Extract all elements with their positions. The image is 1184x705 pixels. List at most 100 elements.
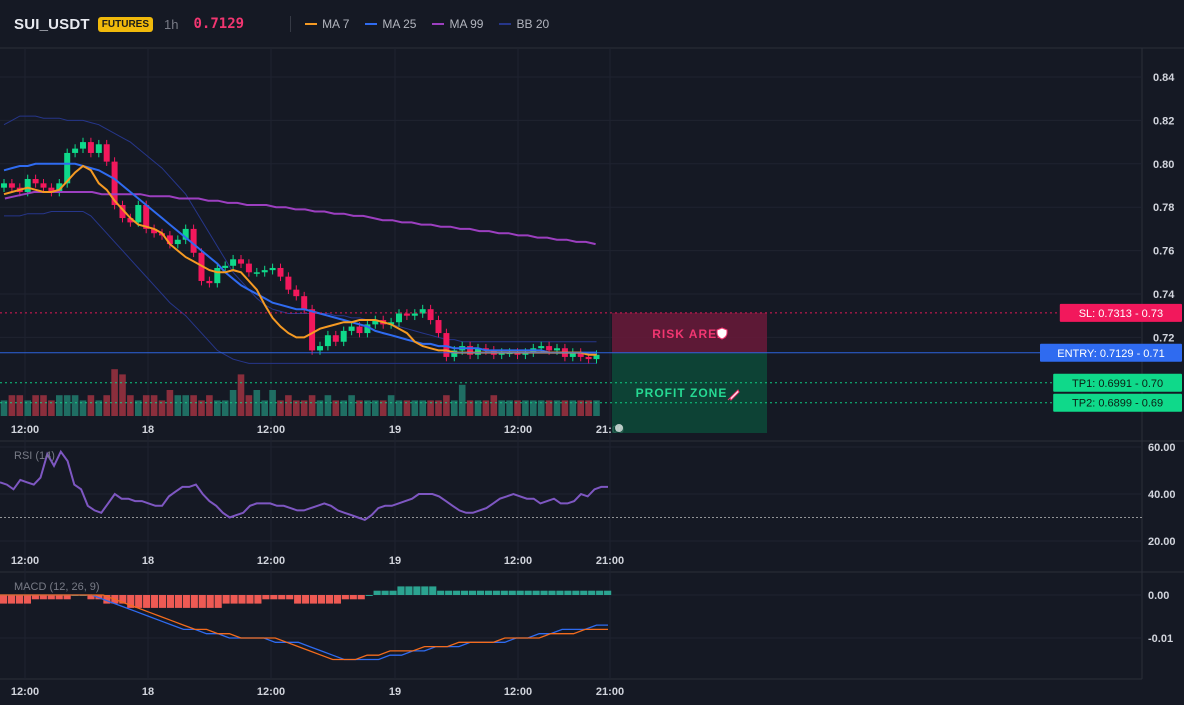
volume-bar [482, 400, 490, 416]
candle-body [593, 354, 600, 360]
volume-bar [514, 400, 521, 416]
candle-body [419, 309, 426, 314]
legend-bb20[interactable]: BB 20 [499, 17, 549, 31]
legend-bb20-label: BB 20 [516, 17, 550, 31]
candle-body [427, 309, 434, 321]
macd-histogram-bar [453, 590, 461, 595]
candle-body [40, 183, 47, 188]
candle-body [80, 142, 86, 149]
candle-body [396, 313, 402, 323]
time-tick-label: 18 [142, 555, 154, 567]
macd-histogram-bar [143, 595, 151, 608]
price-tick-label: 0.84 [1153, 72, 1175, 84]
candle-body [206, 280, 213, 284]
volume-bar [142, 395, 150, 416]
ma99-line [4, 191, 596, 246]
volume-bar [537, 400, 545, 416]
interval-label[interactable]: 1h [164, 16, 179, 32]
candle-body [546, 346, 553, 351]
profit-zone [612, 352, 767, 433]
candle-body [103, 144, 110, 162]
macd-histogram-bar [246, 595, 254, 604]
volume-bar [411, 400, 419, 416]
time-tick-label: 12:00 [11, 424, 39, 436]
time-tick-label: 12:00 [11, 686, 39, 698]
legend-ma99[interactable]: MA 99 [432, 17, 483, 31]
volume-bar [308, 395, 316, 416]
ma7-line [3, 164, 597, 356]
macd-histogram-bar [278, 595, 286, 600]
macd-histogram-bar [437, 590, 445, 595]
macd-histogram-bar [421, 586, 429, 595]
volume-bar [506, 400, 513, 416]
risk-area-label: RISK AREA [652, 327, 727, 341]
volume-bar [577, 400, 584, 416]
macd-histogram-bar [302, 595, 310, 604]
macd-histogram-bar [254, 595, 262, 604]
rocket-icon [727, 389, 740, 401]
volume-bar [545, 400, 553, 416]
candle-body [388, 322, 395, 325]
volume-bar [593, 400, 600, 416]
volume-bar [356, 400, 363, 416]
macd-histogram-bar [508, 590, 516, 595]
macd-title: MACD (12, 26, 9) [14, 581, 100, 593]
volume-bar [490, 395, 498, 416]
volume-bar [8, 395, 16, 416]
macd-histogram-bar [206, 595, 214, 608]
time-tick-label: 12:00 [257, 424, 285, 436]
rsi-line [0, 449, 608, 522]
level-tag-label: TP2: 0.6899 - 0.69 [1072, 398, 1163, 410]
ma25-line [3, 162, 597, 354]
candle-body [1, 183, 7, 188]
symbol-label[interactable]: SUI_USDT [14, 15, 90, 33]
time-tick-label: 18 [142, 686, 154, 698]
candle-body [332, 335, 339, 342]
macd-histogram-bar [230, 595, 238, 604]
candle-body [166, 235, 173, 245]
macd-histogram-bar [564, 590, 572, 595]
volume-bar [316, 400, 324, 416]
legend-ma25-label: MA 25 [382, 17, 417, 31]
price-tick-label: 0.80 [1153, 159, 1174, 171]
volume-bar [285, 395, 292, 416]
macd-histogram-bar [397, 586, 405, 595]
macd-histogram-bar [174, 595, 183, 608]
risk-area-zone [612, 312, 767, 353]
volume-bar [190, 395, 197, 416]
candle-body [253, 272, 260, 274]
volume-bar [71, 395, 79, 416]
macd-histogram-bar [540, 590, 548, 595]
macd-histogram-bar [23, 595, 31, 604]
legend-ma25[interactable]: MA 25 [365, 17, 416, 31]
macd-histogram-bar [31, 595, 39, 600]
macd-histogram-bar [190, 595, 198, 608]
legend-ma7[interactable]: MA 7 [305, 17, 349, 31]
volume-bar [585, 400, 592, 416]
volume-bar [443, 395, 450, 416]
time-tick-label: 18 [142, 424, 154, 436]
candle-body [569, 352, 576, 357]
volume-bar [340, 400, 347, 416]
macd-histogram-bar [484, 590, 492, 595]
macd-histogram-bar [445, 590, 453, 595]
candle-body [230, 259, 237, 266]
volume-bar [150, 395, 158, 416]
macd-histogram-bar [349, 595, 357, 600]
time-tick-label: 12:00 [257, 555, 285, 567]
futures-badge: FUTURES [97, 16, 154, 32]
volume-bar [32, 395, 39, 416]
candle-body [111, 161, 118, 206]
volume-bar [48, 400, 55, 416]
volume-bar [174, 395, 182, 416]
macd-histogram-bar [373, 590, 381, 595]
candle-body [585, 356, 592, 360]
price-tick-label: 0.82 [1153, 115, 1174, 127]
macd-histogram-bar [476, 590, 485, 595]
profit-zone-label: PROFIT ZONE [636, 386, 728, 400]
price-tick-label: 0.72 [1153, 332, 1174, 344]
volume-bar [458, 384, 466, 416]
time-tick-label: 19 [389, 686, 401, 698]
